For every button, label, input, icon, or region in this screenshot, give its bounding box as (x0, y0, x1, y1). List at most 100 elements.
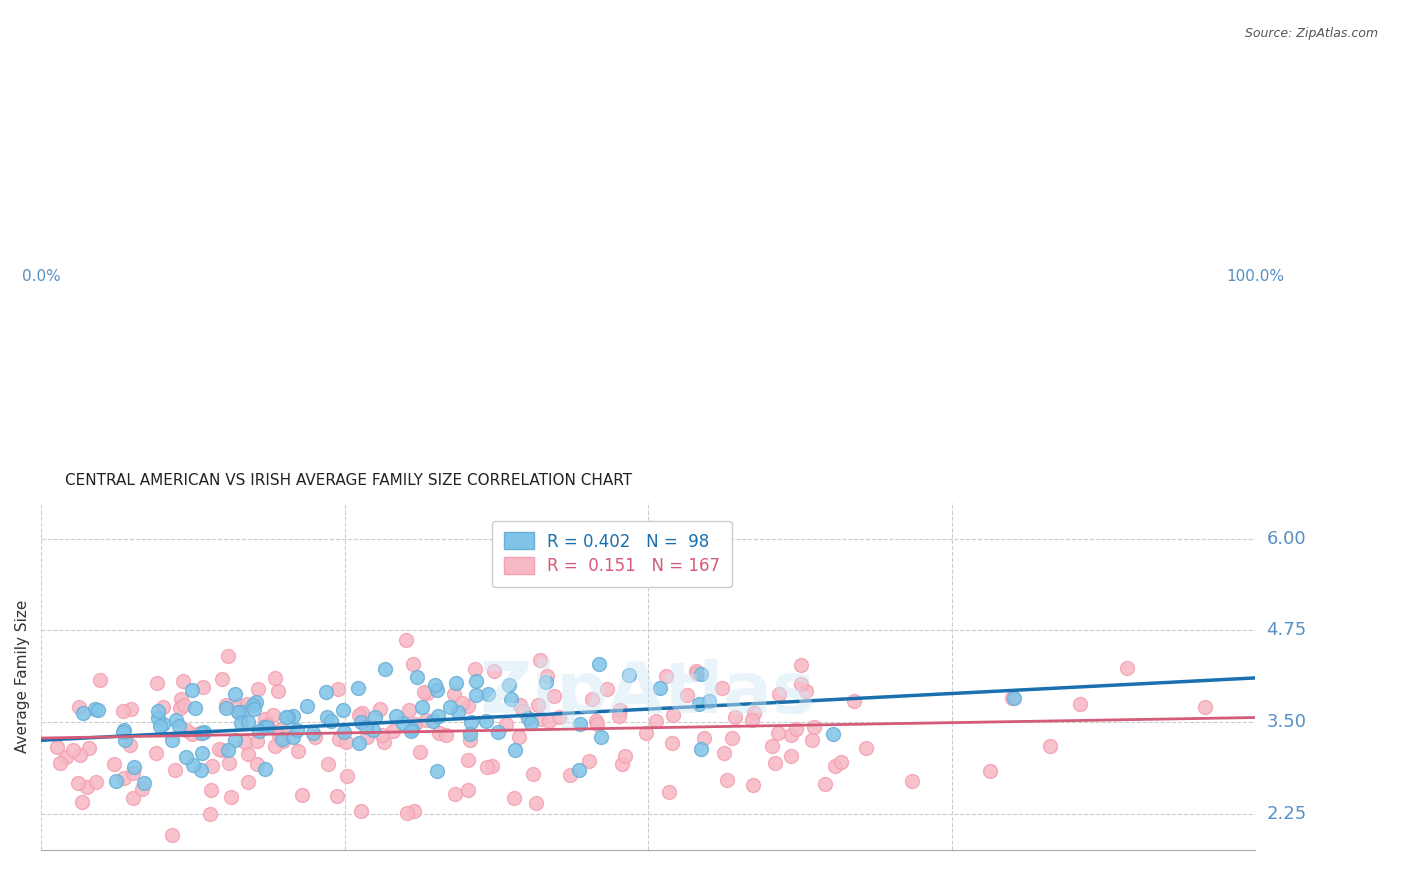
Point (256, 717, 278, 731)
Point (111, 704, 134, 718)
Point (522, 767, 544, 781)
Point (650, 681, 672, 695)
Point (1039, 739, 1062, 753)
Point (460, 733, 482, 747)
Point (165, 713, 187, 727)
Point (613, 749, 636, 764)
Point (526, 796, 548, 810)
Point (103, 756, 125, 771)
Point (481, 758, 503, 772)
Point (215, 698, 238, 712)
Point (830, 755, 852, 769)
Point (84, 702, 107, 716)
Point (181, 682, 204, 697)
Point (690, 667, 713, 681)
Point (534, 675, 557, 690)
Point (425, 678, 447, 692)
Point (112, 725, 135, 739)
Point (402, 657, 425, 671)
Point (457, 753, 479, 767)
Point (181, 727, 204, 741)
Text: 0.0%: 0.0% (21, 268, 60, 284)
Point (509, 698, 531, 712)
Point (328, 731, 350, 746)
Point (568, 763, 591, 777)
Point (48, 756, 70, 770)
Point (477, 759, 499, 773)
Point (262, 707, 284, 722)
Point (55, 750, 77, 764)
Point (1000, 691, 1022, 706)
Point (560, 768, 582, 782)
Point (270, 732, 292, 747)
Point (242, 698, 264, 713)
Point (69, 748, 91, 763)
Text: 6.00: 6.00 (1267, 530, 1306, 548)
Point (426, 709, 449, 723)
Point (253, 720, 276, 734)
Point (219, 789, 242, 804)
Point (427, 726, 450, 740)
Point (120, 701, 142, 715)
Point (444, 676, 467, 690)
Point (465, 688, 488, 702)
Point (404, 716, 426, 731)
Point (236, 697, 259, 711)
Point (457, 698, 479, 713)
Point (446, 706, 468, 720)
Point (368, 702, 391, 716)
Point (503, 791, 526, 805)
Point (444, 787, 467, 801)
Point (301, 726, 323, 740)
Legend: R = 0.402   N =  98, R =  0.151   N = 167: R = 0.402 N = 98, R = 0.151 N = 167 (492, 521, 731, 587)
Point (1069, 697, 1091, 711)
Point (588, 657, 610, 671)
Point (226, 705, 249, 719)
Point (824, 759, 846, 773)
Point (200, 807, 222, 822)
Point (398, 703, 420, 717)
Point (211, 673, 233, 687)
Point (413, 685, 436, 699)
Point (527, 698, 550, 713)
Point (661, 736, 683, 750)
Point (122, 765, 145, 780)
Point (724, 710, 747, 724)
Point (439, 699, 461, 714)
Text: 100.0%: 100.0% (1226, 268, 1284, 284)
Point (118, 738, 141, 752)
Point (401, 723, 423, 737)
Point (87, 703, 110, 717)
Point (381, 724, 404, 739)
Point (842, 694, 865, 708)
Point (169, 700, 191, 714)
Point (191, 726, 214, 740)
Point (450, 696, 472, 710)
Point (326, 681, 349, 696)
Point (443, 687, 465, 701)
Point (612, 756, 634, 771)
Point (76, 780, 98, 794)
Point (215, 701, 238, 715)
Point (191, 746, 214, 760)
Text: 3.50: 3.50 (1267, 713, 1306, 731)
Point (1002, 690, 1025, 705)
Point (224, 687, 246, 701)
Point (392, 716, 415, 731)
Point (690, 742, 713, 756)
Point (530, 713, 553, 727)
Point (193, 725, 215, 739)
Point (335, 735, 357, 749)
Point (236, 747, 259, 761)
Point (172, 673, 194, 688)
Point (426, 683, 449, 698)
Point (516, 711, 538, 725)
Point (167, 719, 190, 733)
Point (211, 743, 233, 757)
Point (188, 726, 211, 740)
Point (283, 708, 305, 723)
Point (152, 700, 174, 714)
Point (434, 728, 457, 742)
Point (741, 714, 763, 728)
Point (238, 775, 260, 789)
